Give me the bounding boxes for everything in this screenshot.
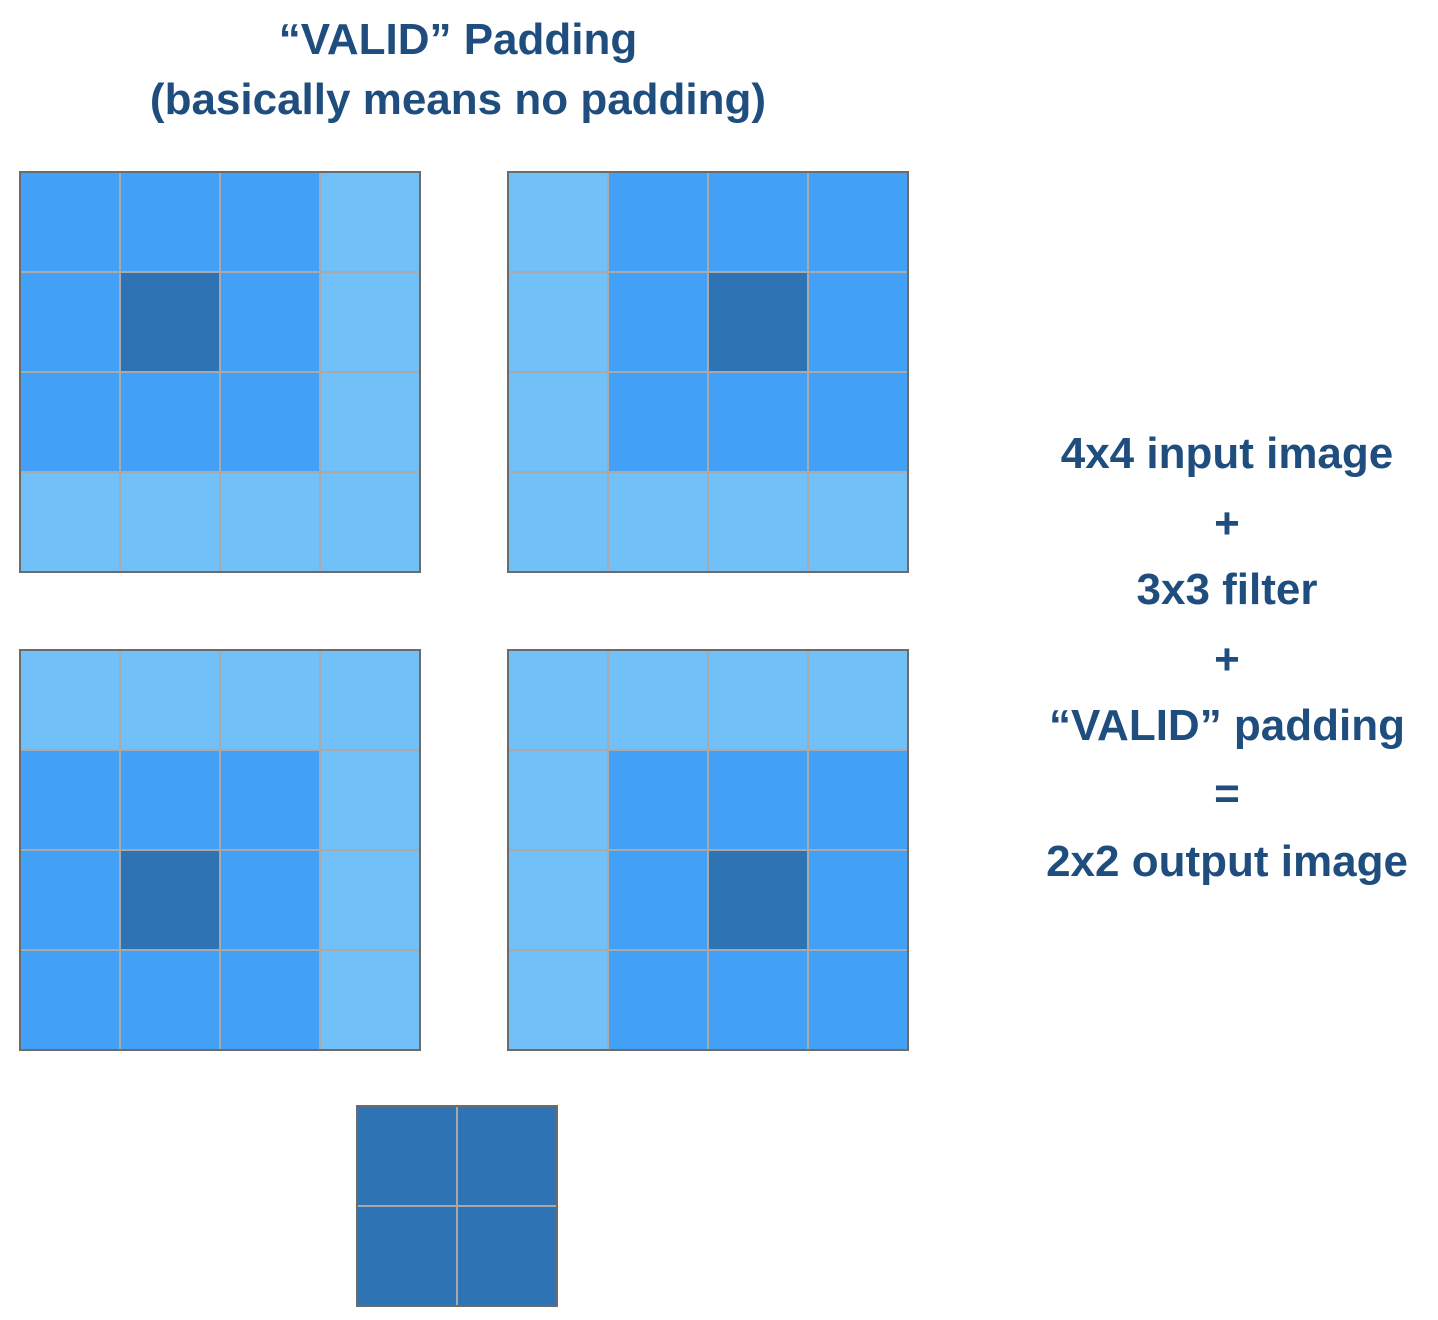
equation-padding-label: “VALID” padding	[1048, 701, 1406, 750]
grid-cell-medium	[809, 751, 907, 849]
input-grid-bottom-left	[19, 649, 421, 1051]
grid-cell-light	[221, 651, 319, 749]
grid-cell-light	[121, 651, 219, 749]
grid-cell-light	[709, 651, 807, 749]
grid-cell-medium	[121, 951, 219, 1049]
grid-cell-medium	[609, 951, 707, 1049]
grid-cell-light	[509, 951, 607, 1049]
grid-cell-light	[21, 473, 119, 571]
grid-cell-light	[321, 473, 419, 571]
grid-cell-light	[321, 651, 419, 749]
grid-cell-medium	[221, 173, 319, 271]
grid-cell-dark	[121, 851, 219, 949]
grid-cell-dark	[709, 851, 807, 949]
grid-cell-light	[321, 951, 419, 1049]
grid-cell-medium	[221, 373, 319, 471]
output-grid	[356, 1105, 558, 1307]
grid-cell-light	[809, 651, 907, 749]
grid-cell-light	[809, 473, 907, 571]
grid-cell-light	[321, 751, 419, 849]
grid-cell-light	[321, 373, 419, 471]
grid-cell-light	[21, 651, 119, 749]
grid-cell-medium	[21, 951, 119, 1049]
grid-cell-dark	[458, 1107, 556, 1205]
grid-cell-light	[609, 651, 707, 749]
grid-cell-light	[609, 473, 707, 571]
grid-cell-medium	[609, 851, 707, 949]
grid-cell-medium	[21, 373, 119, 471]
grid-cell-medium	[809, 851, 907, 949]
grid-cell-medium	[809, 373, 907, 471]
grid-cell-medium	[21, 273, 119, 371]
input-grid-bottom-right	[507, 649, 909, 1051]
grid-cell-medium	[221, 951, 319, 1049]
grid-cell-medium	[121, 751, 219, 849]
grid-cell-medium	[709, 373, 807, 471]
grid-cell-medium	[809, 273, 907, 371]
diagram-subtitle: (basically means no padding)	[149, 75, 767, 124]
diagram-title: “VALID” Padding	[278, 15, 638, 64]
grid-cell-light	[321, 273, 419, 371]
grid-cell-medium	[121, 173, 219, 271]
input-grid-top-left	[19, 171, 421, 573]
grid-cell-medium	[221, 851, 319, 949]
grid-cell-medium	[609, 173, 707, 271]
grid-cell-medium	[221, 273, 319, 371]
grid-cell-medium	[609, 751, 707, 849]
grid-cell-light	[509, 173, 607, 271]
grid-cell-medium	[609, 373, 707, 471]
input-grid-top-right	[507, 171, 909, 573]
grid-cell-dark	[709, 273, 807, 371]
grid-cell-dark	[358, 1107, 456, 1205]
grid-cell-dark	[458, 1207, 556, 1305]
equation-filter-label: 3x3 filter	[1136, 565, 1318, 614]
grid-cell-medium	[709, 751, 807, 849]
grid-cell-light	[509, 473, 607, 571]
grid-cell-medium	[809, 951, 907, 1049]
equation-equals: =	[1214, 769, 1240, 818]
equation-input-label: 4x4 input image	[1060, 429, 1394, 478]
grid-cell-medium	[21, 751, 119, 849]
grid-cell-medium	[809, 173, 907, 271]
grid-cell-light	[121, 473, 219, 571]
grid-cell-light	[509, 851, 607, 949]
grid-cell-dark	[121, 273, 219, 371]
grid-cell-medium	[609, 273, 707, 371]
equation-plus-2: +	[1214, 635, 1240, 684]
grid-cell-light	[709, 473, 807, 571]
grid-cell-dark	[358, 1207, 456, 1305]
grid-cell-medium	[221, 751, 319, 849]
grid-cell-medium	[709, 951, 807, 1049]
grid-cell-light	[509, 751, 607, 849]
grid-cell-medium	[21, 173, 119, 271]
equation-plus-1: +	[1214, 499, 1240, 548]
grid-cell-light	[321, 173, 419, 271]
equation-output-label: 2x2 output image	[1046, 837, 1408, 886]
grid-cell-light	[509, 273, 607, 371]
grid-cell-light	[321, 851, 419, 949]
grid-cell-light	[221, 473, 319, 571]
grid-cell-medium	[709, 173, 807, 271]
grid-cell-light	[509, 651, 607, 749]
grid-cell-medium	[121, 373, 219, 471]
grid-cell-medium	[21, 851, 119, 949]
grid-cell-light	[509, 373, 607, 471]
